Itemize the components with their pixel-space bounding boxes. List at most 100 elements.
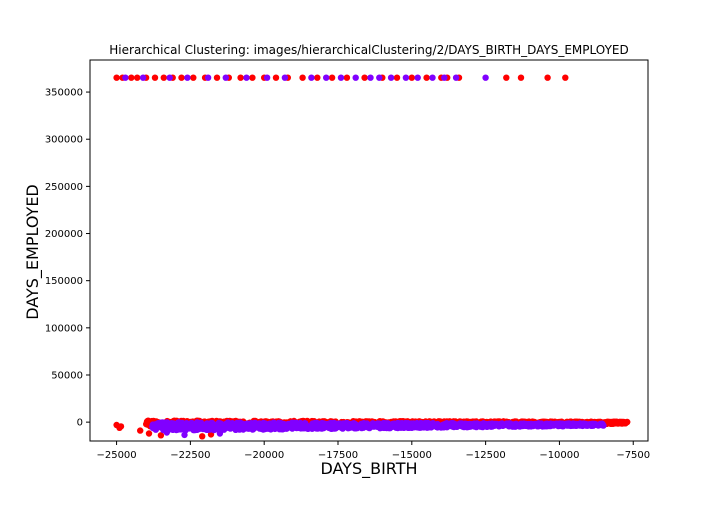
- data-point: [145, 430, 153, 437]
- data-point: [213, 74, 221, 81]
- data-point: [545, 422, 553, 430]
- data-point: [387, 74, 395, 81]
- data-point: [128, 74, 135, 81]
- y-tick-label: 200000: [45, 229, 83, 240]
- points-layer: [113, 74, 631, 440]
- data-point: [581, 422, 589, 429]
- data-point: [367, 74, 374, 81]
- data-point: [236, 421, 244, 428]
- data-point: [204, 74, 212, 81]
- data-point: [263, 74, 271, 81]
- y-tick-label: 150000: [45, 276, 83, 287]
- data-point: [184, 74, 191, 81]
- data-point: [243, 74, 250, 81]
- data-point: [498, 420, 506, 427]
- data-point: [215, 419, 222, 427]
- data-point: [160, 74, 167, 81]
- y-tick-label: 350000: [45, 88, 83, 99]
- y-tick-label: 300000: [45, 135, 83, 146]
- x-tick-label: −7500: [616, 450, 650, 461]
- data-point: [323, 74, 330, 81]
- x-tick-label: −22500: [170, 450, 210, 461]
- data-point: [190, 74, 197, 81]
- data-point: [363, 421, 370, 429]
- data-point: [229, 420, 236, 428]
- x-tick-label: −17500: [318, 450, 358, 461]
- data-point: [517, 421, 524, 428]
- data-point: [452, 74, 460, 81]
- data-point: [503, 74, 510, 81]
- data-point: [414, 74, 421, 81]
- data-point: [293, 419, 300, 427]
- data-point: [361, 74, 368, 81]
- data-point: [163, 429, 170, 436]
- data-point: [328, 74, 336, 81]
- data-point: [429, 420, 436, 428]
- data-point: [249, 74, 256, 81]
- data-point: [337, 74, 345, 81]
- data-point: [190, 426, 197, 433]
- y-axis-label: DAYS_EMPLOYED: [23, 184, 43, 320]
- data-point: [134, 74, 141, 81]
- data-point: [517, 74, 525, 81]
- data-point: [174, 423, 181, 430]
- data-point: [352, 74, 359, 81]
- data-point: [299, 74, 306, 81]
- x-tick-label: −10000: [539, 450, 579, 461]
- y-tick-label: 50000: [51, 370, 83, 381]
- x-axis: −25000 −22500 −20000 −17500 −15000 −12500 −100…: [96, 441, 650, 461]
- chart-title: Hierarchical Clustering: images/hierarch…: [109, 43, 628, 57]
- data-point: [157, 432, 165, 439]
- data-point: [166, 74, 173, 81]
- data-point: [237, 74, 244, 81]
- x-tick-label: −15000: [392, 450, 432, 461]
- data-point: [487, 422, 494, 430]
- data-point: [281, 74, 289, 81]
- x-axis-label: DAYS_BIRTH: [320, 459, 417, 479]
- data-point: [421, 422, 429, 429]
- data-point: [243, 424, 250, 432]
- y-tick-label: 250000: [45, 182, 83, 193]
- data-point: [196, 425, 203, 433]
- data-point: [288, 424, 296, 431]
- x-tick-label: −20000: [244, 450, 284, 461]
- data-point: [122, 74, 129, 81]
- data-point: [113, 74, 120, 81]
- data-point: [156, 421, 163, 428]
- data-point: [408, 74, 415, 81]
- data-point: [609, 418, 616, 426]
- data-point: [371, 421, 378, 429]
- data-point: [558, 422, 566, 429]
- data-point: [571, 422, 578, 429]
- data-point: [376, 74, 383, 81]
- data-point: [402, 74, 410, 81]
- data-point: [390, 420, 398, 427]
- data-point: [201, 421, 208, 429]
- data-point: [358, 424, 365, 432]
- data-point: [343, 74, 351, 81]
- data-point: [261, 422, 268, 430]
- data-point: [272, 74, 280, 81]
- data-point: [526, 422, 534, 429]
- data-point: [213, 425, 220, 432]
- data-point: [423, 74, 430, 81]
- data-point: [505, 423, 513, 430]
- data-point: [137, 427, 144, 434]
- data-point: [222, 74, 229, 81]
- data-point: [440, 421, 448, 428]
- data-point: [181, 431, 188, 439]
- data-point: [268, 423, 275, 431]
- data-point: [183, 420, 190, 427]
- data-point: [273, 422, 280, 429]
- plot-frame: [89, 59, 649, 442]
- data-point: [544, 74, 551, 81]
- data-point: [251, 419, 258, 427]
- data-point: [314, 74, 321, 81]
- y-tick-label: 100000: [45, 323, 83, 334]
- data-point: [562, 74, 569, 81]
- data-point: [624, 418, 631, 426]
- data-point: [441, 74, 448, 81]
- data-point: [117, 423, 125, 430]
